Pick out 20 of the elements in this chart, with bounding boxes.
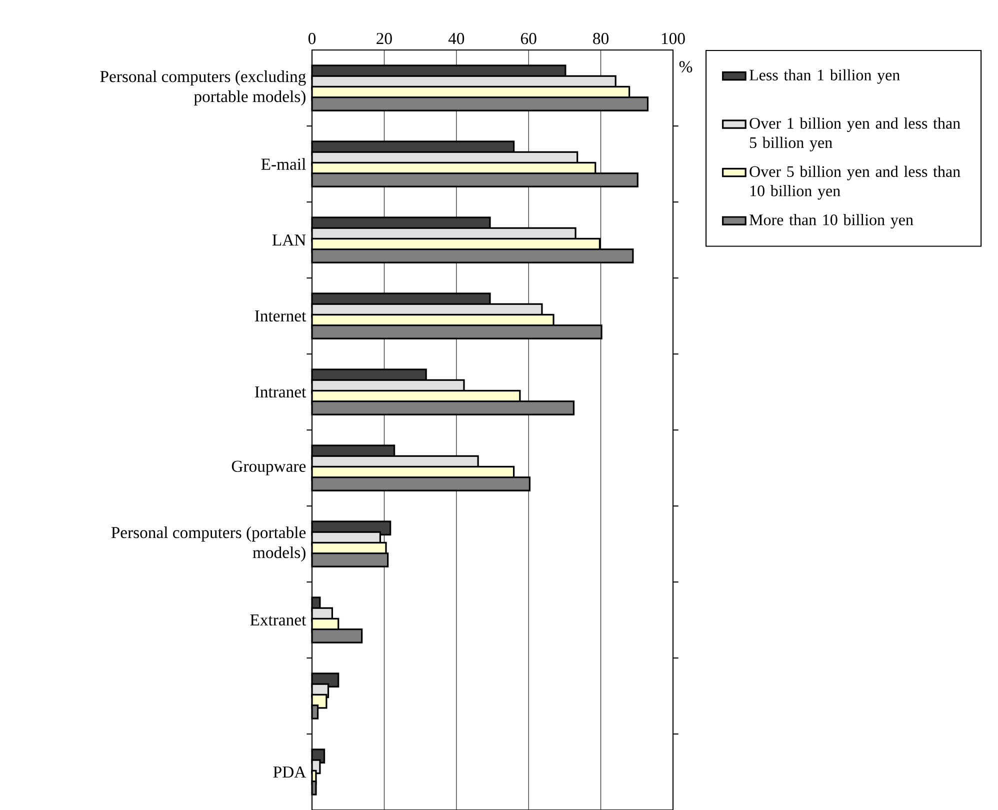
y-tick-label: E-mail	[261, 158, 306, 170]
legend-label: Over 1 billion yen and less than 5 billion yen	[750, 117, 960, 152]
x-tick-label: 80	[593, 32, 608, 44]
y-tick-label: Personal computers (portable models)	[111, 526, 306, 562]
y-tick-label: Personal computers (excluding portable models)	[100, 70, 306, 106]
x-tick-label: 100	[662, 32, 685, 44]
y-tick-label: Groupware	[232, 460, 306, 476]
x-tick-label: 60	[520, 32, 536, 44]
legend-label: More than 10 billion yen	[750, 214, 914, 229]
legend-label: Over 5 billion yen and less than 10 billion yen	[750, 166, 960, 200]
y-tick-label: Internet	[254, 310, 306, 322]
y-tick-label: PDA	[273, 766, 306, 778]
y-tick-label: LAN	[272, 234, 306, 246]
y-tick-label: Intranet	[254, 386, 306, 398]
legend-label: Less than 1 billion yen	[750, 69, 900, 84]
x-tick-label: 20	[376, 32, 392, 44]
x-axis-title: %	[679, 61, 692, 72]
y-tick-label: Extranet	[250, 614, 306, 626]
x-tick-label: 40	[448, 32, 464, 44]
x-tick-label: 0	[308, 32, 316, 44]
